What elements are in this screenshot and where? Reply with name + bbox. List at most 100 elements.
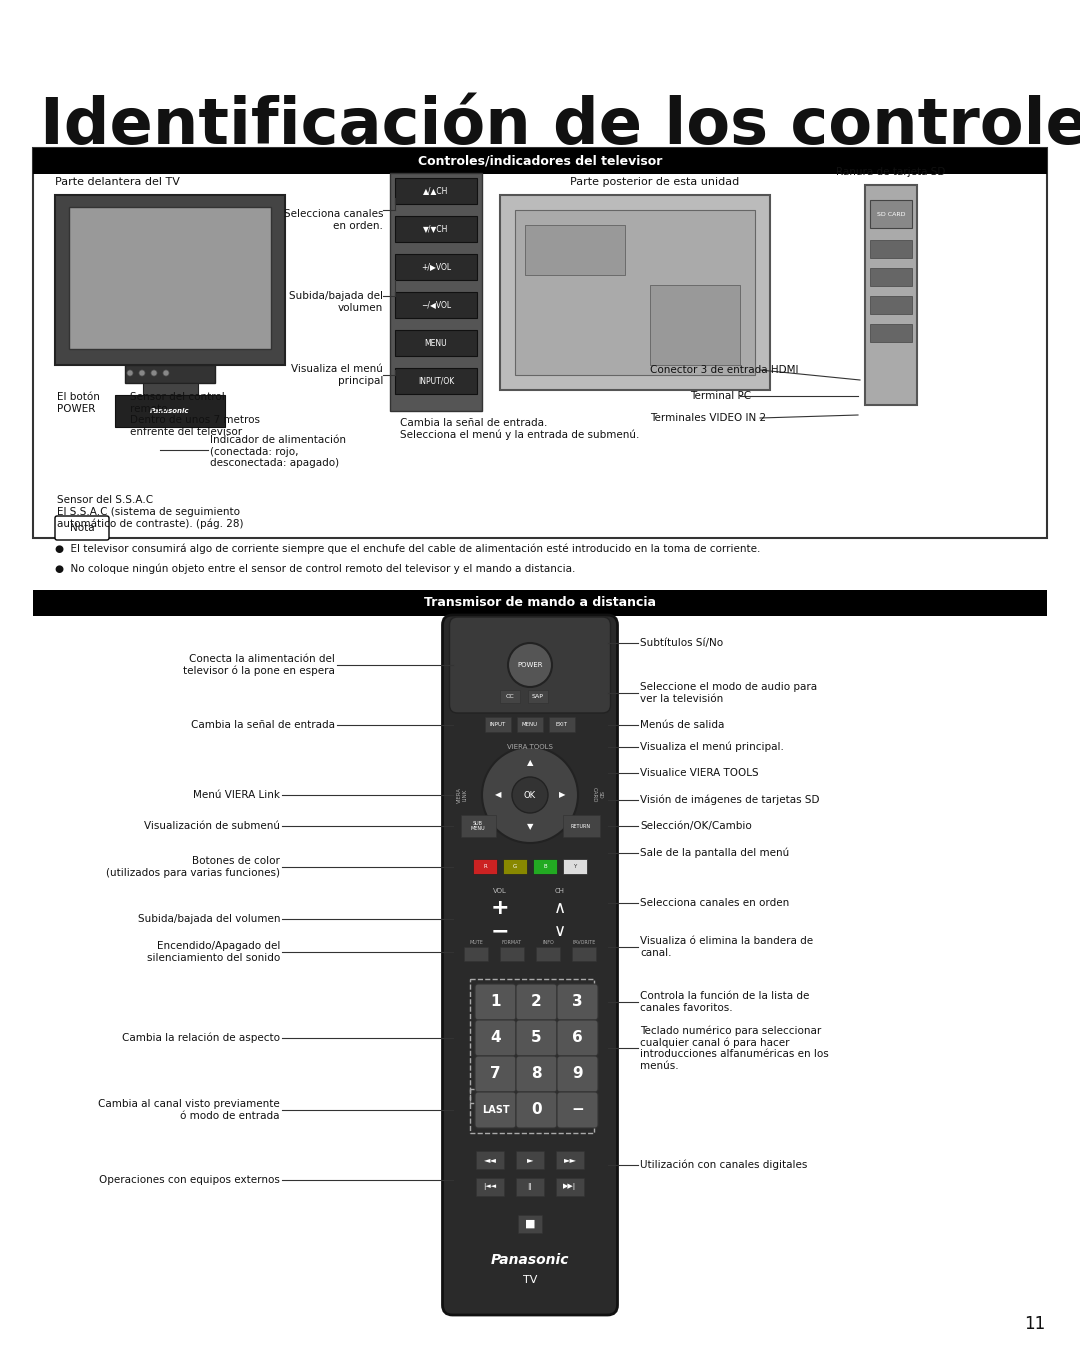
Text: Ranura de tarjeta SD: Ranura de tarjeta SD [836, 166, 946, 177]
FancyBboxPatch shape [475, 1055, 516, 1092]
Text: POWER: POWER [517, 662, 543, 668]
Text: 9: 9 [572, 1066, 583, 1081]
Text: TV: TV [523, 1275, 537, 1285]
Bar [556, 1151, 584, 1169]
Text: 11: 11 [1024, 1315, 1045, 1333]
Text: CH: CH [555, 888, 565, 894]
Text: Cambia la relación de aspecto: Cambia la relación de aspecto [122, 1032, 280, 1043]
FancyBboxPatch shape [557, 1092, 598, 1128]
Bar [55, 195, 285, 365]
Text: ∧: ∧ [554, 898, 566, 917]
Text: Selección/OK/Cambio: Selección/OK/Cambio [640, 821, 752, 831]
Text: ▼: ▼ [527, 823, 534, 832]
Text: Panasonic: Panasonic [150, 409, 190, 414]
Text: OK: OK [524, 790, 536, 800]
Text: Terminal PC: Terminal PC [690, 391, 751, 400]
FancyBboxPatch shape [557, 1020, 598, 1055]
Text: VOL: VOL [494, 888, 507, 894]
Text: Identificación de los controles: Identificación de los controles [40, 95, 1080, 157]
Circle shape [139, 369, 145, 376]
Bar [563, 815, 599, 838]
Text: 4: 4 [490, 1031, 501, 1046]
Text: MENU: MENU [424, 338, 447, 348]
Bar [500, 195, 770, 390]
Bar [563, 859, 588, 874]
Text: Encendido/Apagado del
silenciamiento del sonido: Encendido/Apagado del silenciamiento del… [147, 942, 280, 963]
Text: Operaciones con equipos externos: Operaciones con equipos externos [99, 1174, 280, 1185]
Bar [572, 947, 596, 961]
Bar [516, 1178, 544, 1196]
Text: Sensor del S.S.A.C
El S.S.A.C (sistema de seguimiento
automático de contraste). : Sensor del S.S.A.C El S.S.A.C (sistema d… [57, 495, 243, 529]
Bar [460, 815, 496, 838]
Bar [500, 947, 524, 961]
Text: 0: 0 [531, 1103, 542, 1118]
Text: Visualice VIERA TOOLS: Visualice VIERA TOOLS [640, 769, 758, 778]
Text: MENU: MENU [522, 723, 538, 728]
FancyBboxPatch shape [516, 1020, 557, 1055]
Text: Visualiza el menú principal.: Visualiza el menú principal. [640, 741, 784, 752]
Text: −: − [571, 1103, 584, 1118]
Text: SD CARD: SD CARD [877, 211, 905, 216]
Bar [473, 859, 497, 874]
Text: ●  No coloque ningún objeto entre el sensor de control remoto del televisor y el: ● No coloque ningún objeto entre el sens… [55, 564, 576, 575]
FancyBboxPatch shape [449, 617, 610, 713]
Text: Seleccione el modo de audio para
ver la televisión: Seleccione el modo de audio para ver la … [640, 682, 818, 704]
Text: Cambia la señal de entrada: Cambia la señal de entrada [191, 720, 335, 731]
Bar [476, 1178, 504, 1196]
Bar [33, 147, 1047, 175]
Bar [534, 859, 557, 874]
FancyBboxPatch shape [516, 984, 557, 1020]
Bar [464, 947, 488, 961]
Circle shape [512, 777, 548, 813]
Text: +: + [490, 898, 510, 917]
Text: 1: 1 [490, 994, 501, 1009]
Bar [870, 323, 912, 342]
Text: Terminales VIDEO IN 2: Terminales VIDEO IN 2 [650, 413, 766, 423]
Text: Visualización de submenú: Visualización de submenú [144, 821, 280, 831]
Bar [870, 239, 912, 258]
Bar [485, 717, 511, 732]
Text: ◀: ◀ [495, 790, 501, 800]
Text: Sensor del control
remoto
Dentro de unos 7 metros
enfrente del televisor: Sensor del control remoto Dentro de unos… [130, 392, 260, 437]
Bar [395, 216, 477, 242]
Text: ■: ■ [525, 1219, 536, 1229]
Text: VIERA TOOLS: VIERA TOOLS [508, 744, 553, 750]
Text: Y: Y [573, 865, 577, 870]
Text: Subida/bajada del
volumen: Subida/bajada del volumen [289, 291, 383, 313]
Bar [525, 225, 625, 275]
Bar [503, 859, 527, 874]
Text: Sale de la pantalla del menú: Sale de la pantalla del menú [640, 848, 789, 858]
Text: Subida/bajada del volumen: Subida/bajada del volumen [137, 915, 280, 924]
Text: G: G [513, 865, 517, 870]
Text: ◄◄: ◄◄ [484, 1155, 497, 1165]
Text: Menú VIERA Link: Menú VIERA Link [193, 790, 280, 800]
Text: Nota: Nota [70, 524, 94, 533]
Text: INFO: INFO [542, 939, 554, 944]
Bar [556, 1178, 584, 1196]
Text: Subtítulos Sí/No: Subtítulos Sí/No [640, 639, 724, 648]
Text: −/◀VOL: −/◀VOL [421, 300, 451, 310]
Circle shape [508, 643, 552, 687]
Text: 2: 2 [531, 994, 542, 1009]
Bar [395, 179, 477, 204]
Text: Visión de imágenes de tarjetas SD: Visión de imágenes de tarjetas SD [640, 794, 820, 805]
FancyBboxPatch shape [557, 984, 598, 1020]
Bar [33, 147, 1047, 538]
Text: Controla la función de la lista de
canales favoritos.: Controla la función de la lista de canal… [640, 992, 809, 1013]
Text: 7: 7 [490, 1066, 501, 1081]
Text: B: B [543, 865, 546, 870]
Bar [395, 254, 477, 280]
Bar [865, 185, 917, 405]
Text: Cambia al canal visto previamente
ó modo de entrada: Cambia al canal visto previamente ó modo… [98, 1099, 280, 1120]
Text: CC: CC [505, 694, 514, 700]
Text: Conector 3 de entrada HDMI: Conector 3 de entrada HDMI [650, 365, 798, 375]
Text: Selecciona canales
en orden.: Selecciona canales en orden. [283, 210, 383, 231]
Text: Menús de salida: Menús de salida [640, 720, 725, 731]
Text: |◄◄: |◄◄ [484, 1184, 497, 1191]
FancyBboxPatch shape [516, 1055, 557, 1092]
Bar [870, 200, 912, 229]
FancyBboxPatch shape [557, 1055, 598, 1092]
Text: RETURN: RETURN [570, 824, 591, 828]
FancyBboxPatch shape [475, 984, 516, 1020]
Text: 5: 5 [531, 1031, 542, 1046]
